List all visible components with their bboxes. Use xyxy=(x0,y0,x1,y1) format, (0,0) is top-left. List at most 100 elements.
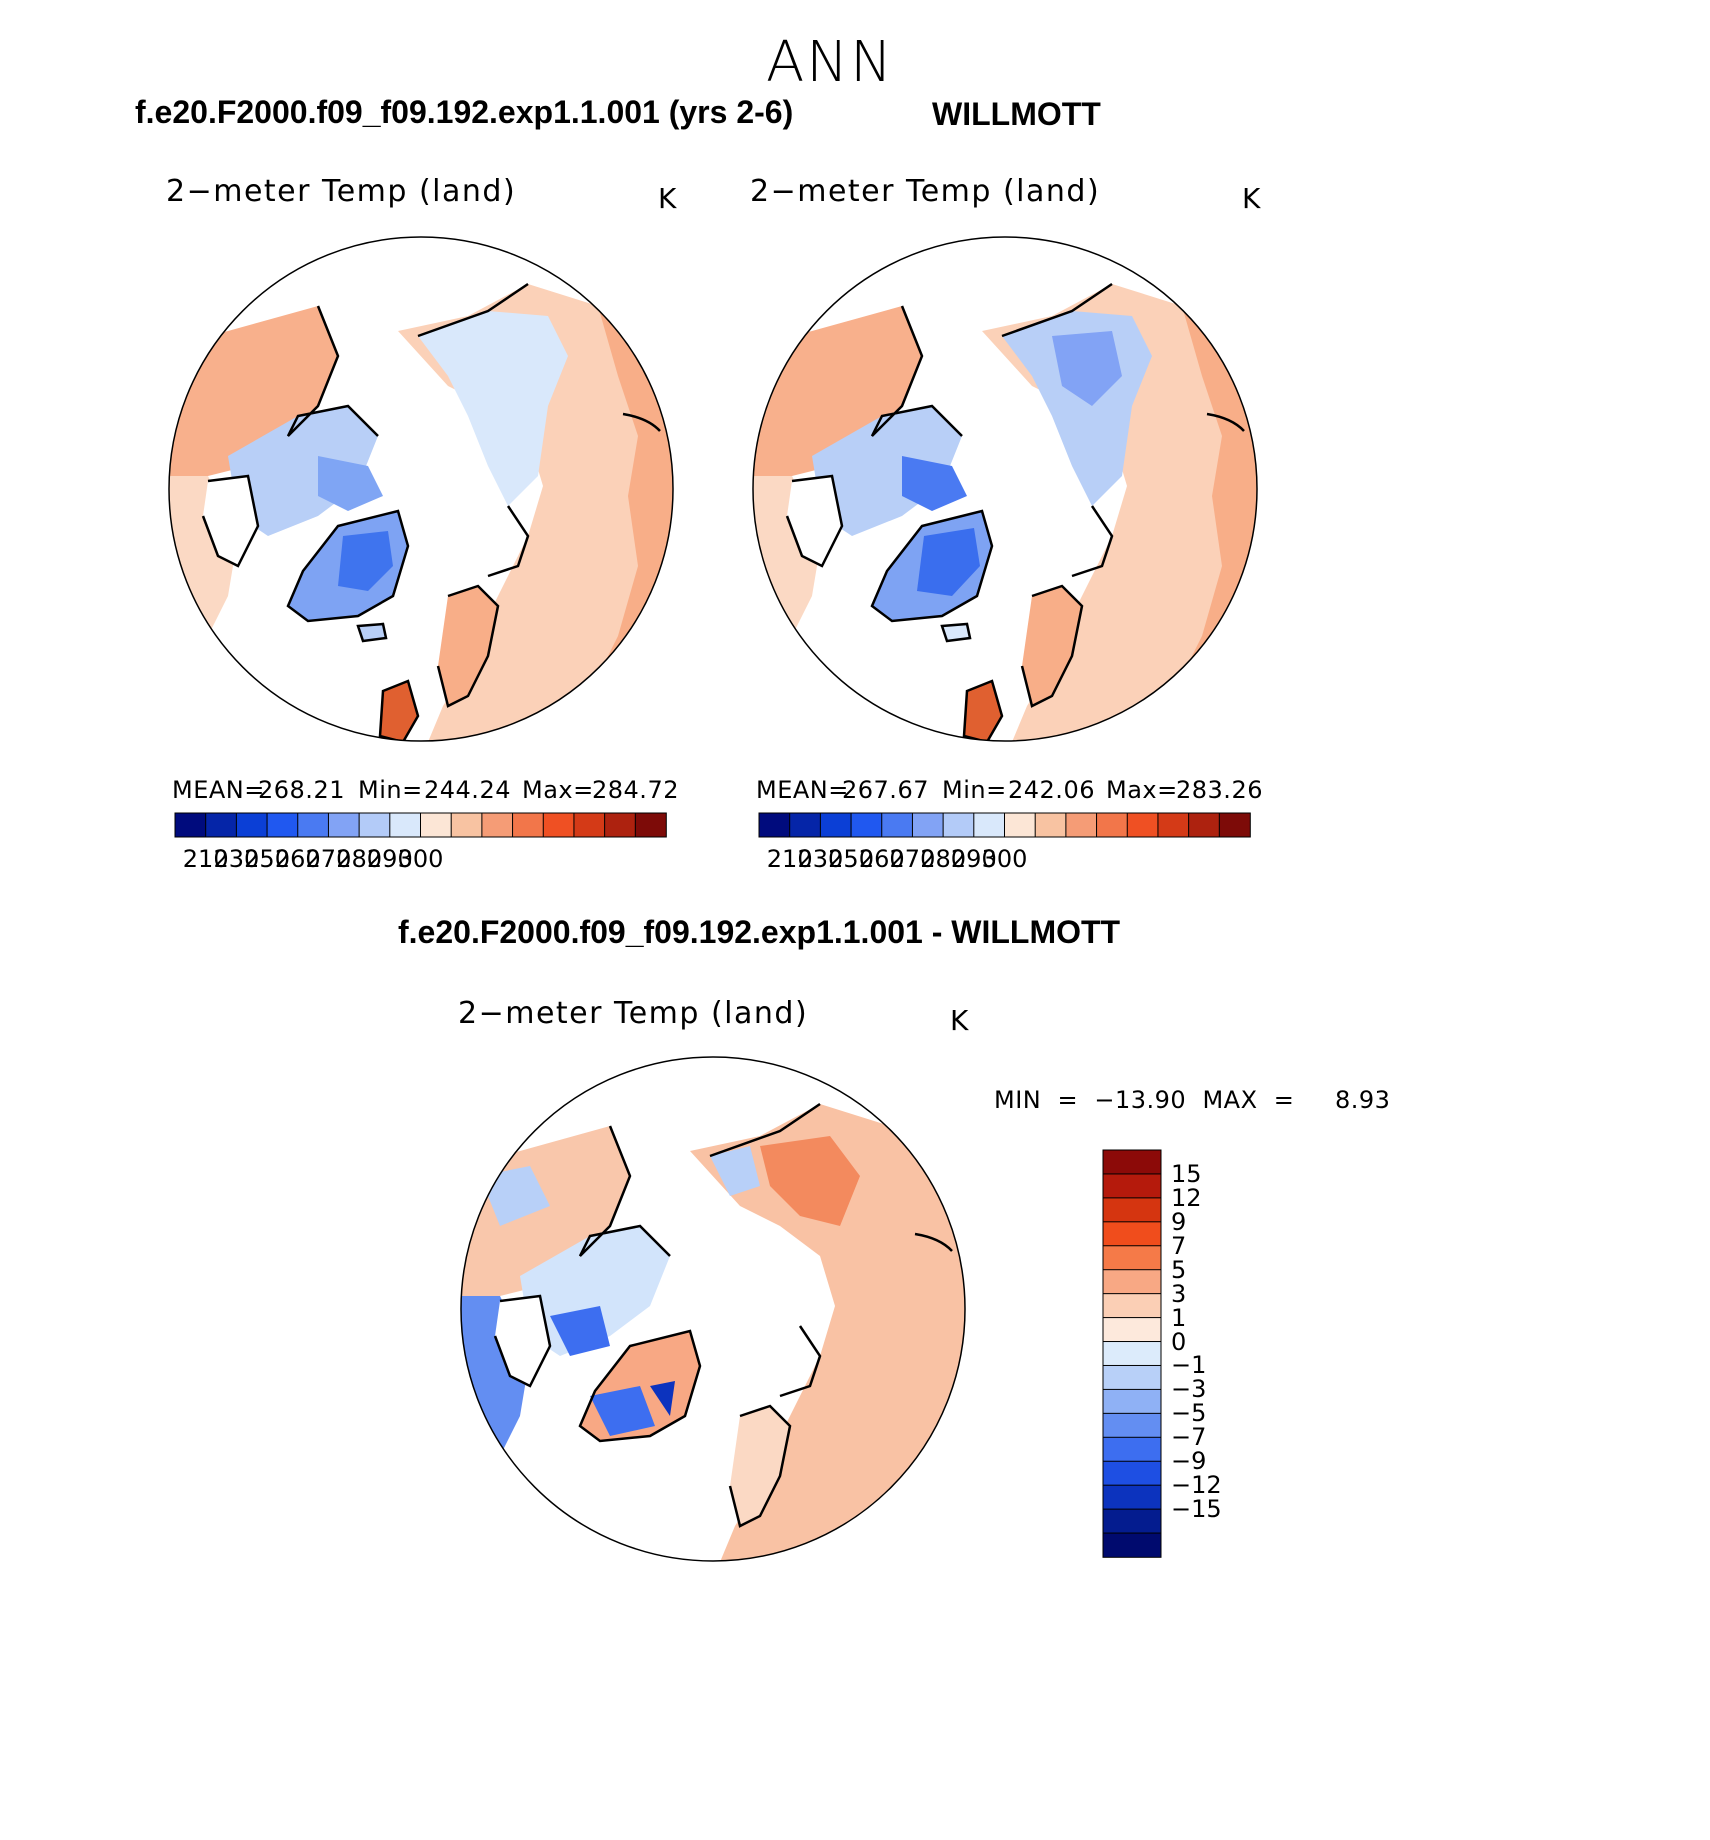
obs-case-title: WILLMOTT xyxy=(932,96,1101,132)
colorbar-swatch xyxy=(1102,1364,1162,1391)
colorbar-swatch xyxy=(266,812,299,838)
model-variable-title: 2−meter Temp (land) xyxy=(166,174,517,209)
colorbar-swatch xyxy=(174,812,207,838)
colorbar-swatch xyxy=(1126,812,1159,838)
colorbar-swatch xyxy=(1096,812,1129,838)
difference-minmax: MIN = −13.90 MAX = 8.93 xyxy=(994,1086,1391,1114)
colorbar-tick-label: 9 xyxy=(1171,1207,1187,1236)
colorbar-swatch xyxy=(1102,1508,1162,1534)
colorbar-tick-label: 260 xyxy=(858,845,905,873)
model-case-title: f.e20.F2000.f09_f09.192.exp1.1.001 (yrs … xyxy=(135,94,794,130)
colorbar-swatch xyxy=(235,812,268,838)
model-min-label: Min= xyxy=(358,776,423,804)
colorbar-swatch xyxy=(911,812,944,838)
colorbar-swatch xyxy=(1102,1388,1162,1415)
obs-colorbar xyxy=(758,812,1251,838)
obs-polar-map xyxy=(752,236,1258,742)
colorbar-swatch xyxy=(1157,812,1190,838)
colorbar-swatch xyxy=(1102,1149,1162,1175)
colorbar-tick-label: 230 xyxy=(213,845,260,873)
colorbar-swatch xyxy=(358,812,391,838)
colorbar-tick-label: −12 xyxy=(1171,1471,1222,1500)
colorbar-tick-label: 300 xyxy=(397,845,444,873)
colorbar-swatch xyxy=(297,812,330,838)
colorbar-swatch xyxy=(1102,1436,1162,1463)
colorbar-swatch xyxy=(1102,1484,1162,1510)
colorbar-swatch xyxy=(634,812,667,838)
colorbar-swatch xyxy=(327,812,360,838)
colorbar-swatch xyxy=(389,812,422,838)
colorbar-swatch xyxy=(1102,1532,1162,1558)
model-max-label: Max= xyxy=(522,776,594,804)
colorbar-tick-label: 280 xyxy=(336,845,383,873)
colorbar-swatch xyxy=(1102,1269,1162,1295)
season-title: ANN xyxy=(765,30,895,95)
colorbar-tick-label: 300 xyxy=(981,845,1028,873)
colorbar-tick-label: 250 xyxy=(244,845,290,873)
colorbar-swatch xyxy=(1102,1412,1162,1439)
colorbar-swatch xyxy=(1102,1221,1162,1247)
colorbar-tick-label: −15 xyxy=(1171,1495,1222,1524)
colorbar-swatch xyxy=(1102,1173,1162,1199)
difference-units: K xyxy=(950,1004,969,1037)
colorbar-tick-label: 210 xyxy=(182,845,229,873)
colorbar-tick-label: 290 xyxy=(366,845,413,873)
colorbar-swatch xyxy=(1034,812,1067,838)
colorbar-swatch xyxy=(512,812,545,838)
colorbar-swatch xyxy=(573,812,606,838)
colorbar-swatch xyxy=(1218,812,1251,838)
model-polar-map xyxy=(168,236,674,742)
colorbar-tick-label: 260 xyxy=(274,845,321,873)
obs-min-value: 242.06 xyxy=(1008,776,1095,804)
colorbar-swatch xyxy=(205,812,238,838)
colorbar-tick-label: 15 xyxy=(1171,1159,1202,1188)
colorbar-tick-label: 230 xyxy=(797,845,844,873)
model-mean-value: 268.21 xyxy=(258,776,345,804)
colorbar-tick-label: −9 xyxy=(1171,1447,1207,1476)
model-min-value: 244.24 xyxy=(424,776,511,804)
colorbar-tick-label: 7 xyxy=(1171,1231,1187,1260)
colorbar-swatch xyxy=(420,812,452,838)
obs-max-label: Max= xyxy=(1106,776,1178,804)
obs-units: K xyxy=(1242,182,1261,215)
colorbar-tick-label: 270 xyxy=(889,845,936,873)
colorbar-swatch xyxy=(819,812,852,838)
colorbar-swatch xyxy=(789,812,822,838)
difference-variable-title: 2−meter Temp (land) xyxy=(458,996,809,1031)
colorbar-swatch xyxy=(758,812,791,838)
colorbar-swatch xyxy=(1188,812,1221,838)
obs-max-value: 283.26 xyxy=(1176,776,1263,804)
colorbar-swatch xyxy=(1065,812,1098,838)
obs-variable-title: 2−meter Temp (land) xyxy=(750,174,1101,209)
colorbar-tick-label: −7 xyxy=(1171,1423,1207,1452)
colorbar-swatch xyxy=(1102,1293,1162,1319)
colorbar-tick-label: 3 xyxy=(1171,1279,1187,1308)
colorbar-swatch xyxy=(481,812,514,838)
colorbar-tick-label: 1 xyxy=(1171,1303,1187,1332)
colorbar-tick-label: −3 xyxy=(1171,1375,1207,1404)
colorbar-tick-label: −1 xyxy=(1171,1351,1207,1380)
colorbar-swatch xyxy=(604,812,637,838)
colorbar-tick-label: 5 xyxy=(1171,1255,1187,1284)
colorbar-swatch xyxy=(1102,1197,1162,1223)
difference-polar-map xyxy=(460,1056,966,1562)
colorbar-swatch xyxy=(942,812,975,838)
colorbar-tick-label: 290 xyxy=(950,845,997,873)
colorbar-tick-label: 250 xyxy=(828,845,874,873)
obs-mean-value: 267.67 xyxy=(842,776,929,804)
colorbar-swatch xyxy=(881,812,914,838)
colorbar-tick-label: 280 xyxy=(920,845,967,873)
colorbar-swatch xyxy=(1102,1245,1162,1271)
model-max-value: 284.72 xyxy=(592,776,679,804)
colorbar-tick-label: 12 xyxy=(1171,1183,1202,1212)
colorbar-swatch xyxy=(450,812,483,838)
colorbar-tick-label: 210 xyxy=(766,845,813,873)
colorbar-swatch xyxy=(1004,812,1036,838)
difference-colorbar xyxy=(1102,1149,1162,1558)
obs-min-label: Min= xyxy=(942,776,1007,804)
obs-mean-label: MEAN= xyxy=(756,776,849,804)
colorbar-swatch xyxy=(850,812,883,838)
colorbar-swatch xyxy=(1102,1460,1162,1486)
colorbar-tick-label: 270 xyxy=(305,845,352,873)
colorbar-swatch xyxy=(1102,1317,1162,1343)
